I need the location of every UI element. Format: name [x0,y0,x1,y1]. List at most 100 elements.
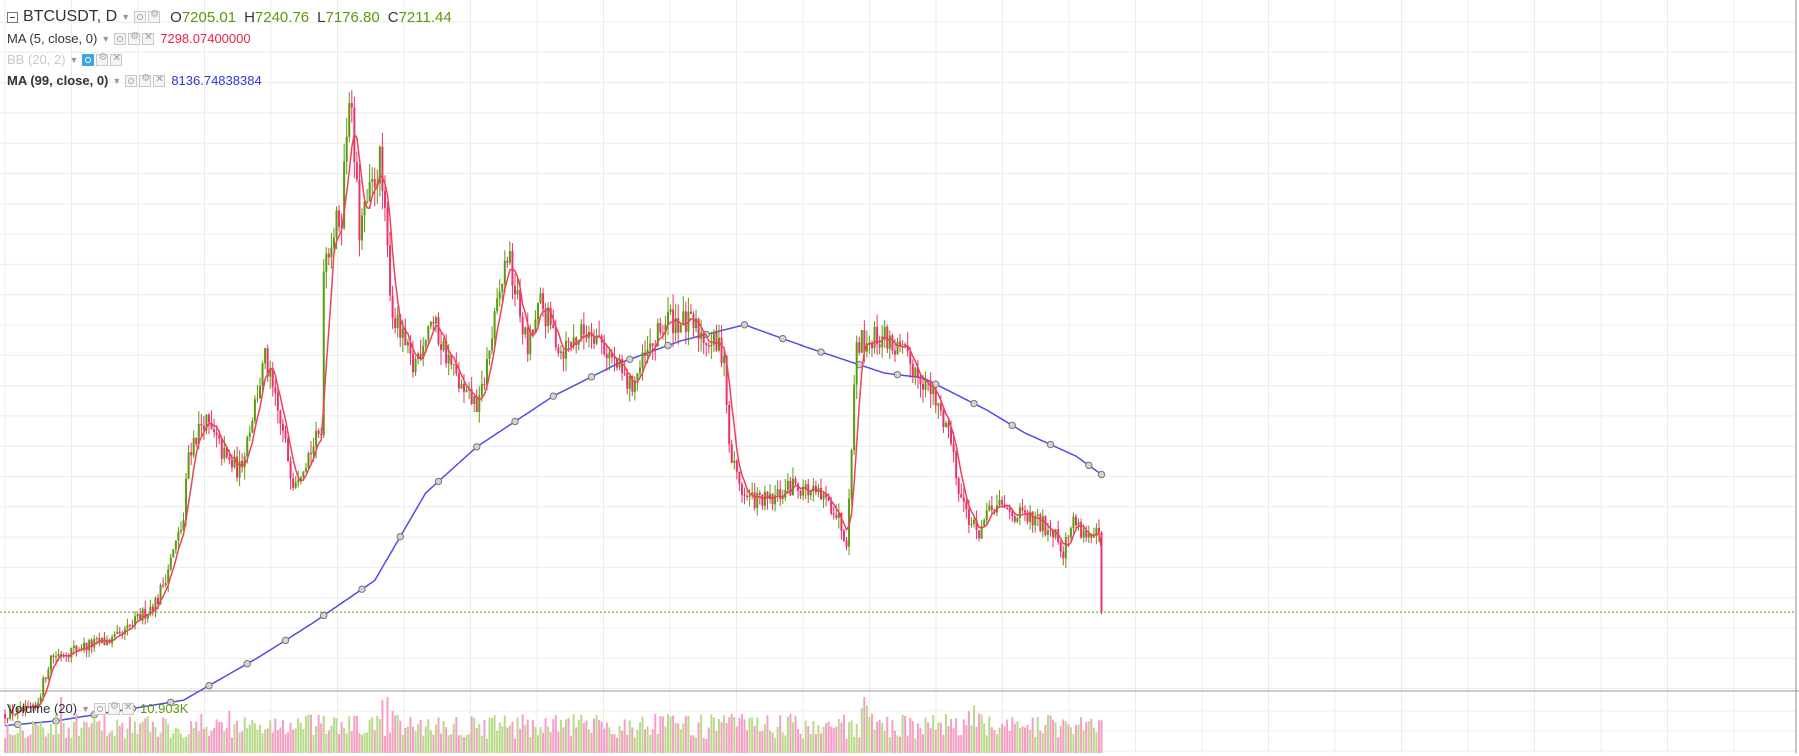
candle-body [386,207,389,246]
candle-body [276,392,279,411]
candle-body [626,373,629,389]
gear-icon[interactable] [128,31,141,45]
volume-bar [100,730,103,753]
symbol-label[interactable]: BTCUSDT, D [23,8,118,25]
chevron-down-icon[interactable]: ▼ [101,33,111,44]
volume-bar [562,727,565,753]
volume-bar [350,731,353,753]
close-icon[interactable] [153,74,166,87]
gear-icon[interactable] [96,52,109,66]
ma5-line [14,132,1103,716]
volume-bar [361,734,363,753]
volume-bar [1013,723,1016,753]
volume-bar [77,735,80,753]
candle-body [536,303,539,320]
close-icon[interactable] [122,702,135,715]
candle-body [422,346,425,359]
ma99-marker [1046,440,1055,449]
candle-body [75,645,78,651]
volume-bar [544,718,547,753]
volume-bar [437,717,440,753]
volume-bar [197,731,200,753]
candle-body [154,597,157,612]
eye-icon[interactable] [125,74,138,87]
chevron-down-icon[interactable]: ▼ [121,12,131,22]
volume-bar [417,724,420,753]
volume-bar [626,734,629,753]
candle-body [157,597,159,605]
gear-icon[interactable] [108,701,121,715]
volume-bar [799,733,802,753]
candle-body [88,640,91,651]
volume-bar [955,718,958,753]
volume-bar [383,736,386,753]
candle-body [1069,528,1072,538]
volume-bar [832,727,835,753]
volume-bar [503,715,506,753]
close-icon[interactable] [142,32,155,45]
volume-bar [330,725,333,753]
volume-bar [804,720,807,753]
candle-body [49,655,52,670]
eye-icon[interactable] [94,702,107,715]
candle-body [179,530,182,532]
candle-body [623,372,626,374]
volume-bar [1011,717,1014,753]
candle-body [641,352,644,368]
volume-bar [781,732,784,753]
low-label: L [317,8,326,26]
volume-bar [1097,720,1100,753]
indicator-label-bb[interactable]: BB (20, 2) [7,52,66,67]
eye-icon[interactable] [82,53,95,66]
volume-bar [687,715,690,753]
chevron-down-icon[interactable]: ▼ [69,54,79,65]
volume-legend: Volume (20) ▼ 10.903K [7,701,188,717]
candle-body [304,467,307,472]
volume-label[interactable]: Volume (20) [7,701,78,716]
candle-body [700,332,703,339]
volume-bar [1026,724,1029,753]
candle-body [514,285,516,295]
collapse-icon[interactable] [7,11,18,23]
candle-body [519,290,522,317]
candle-body [473,396,476,404]
candle-body [608,352,611,359]
candle-body [429,321,432,327]
high-label: H [244,8,255,26]
volume-bar [557,731,560,753]
ma99-marker [626,355,634,364]
candle-body [177,531,180,541]
gear-icon[interactable] [139,73,152,87]
volume-bar [14,734,17,753]
indicator-label-ma5[interactable]: MA (5, close, 0) [7,31,98,46]
candle-body [419,353,422,359]
ma99-marker [549,392,557,400]
candle-body [730,444,733,463]
candle-body [72,645,75,649]
candle-body [587,331,590,339]
volume-bar [276,730,279,753]
volume-bar [993,730,996,753]
close-label: C [387,8,399,26]
candles-series[interactable] [4,90,1103,724]
close-icon[interactable] [110,53,123,66]
chevron-down-icon[interactable]: ▼ [112,75,122,86]
eye-icon[interactable] [114,32,127,45]
volume-bar [473,717,476,753]
volume-bar [116,719,119,753]
chevron-down-icon[interactable]: ▼ [81,703,91,714]
volume-bar [715,731,718,753]
candle-body [4,714,6,719]
indicator-label-ma99[interactable]: MA (99, close, 0) [7,73,109,88]
gear-icon[interactable] [148,9,161,23]
volume-bar [363,733,366,753]
candle-body [412,353,414,373]
candle-body [345,136,348,162]
candle-body [718,337,720,351]
volume-bar [39,722,42,753]
candle-body [697,318,700,339]
volume-bar [998,727,1001,753]
eye-icon[interactable] [134,11,147,23]
candle-body [689,311,692,314]
